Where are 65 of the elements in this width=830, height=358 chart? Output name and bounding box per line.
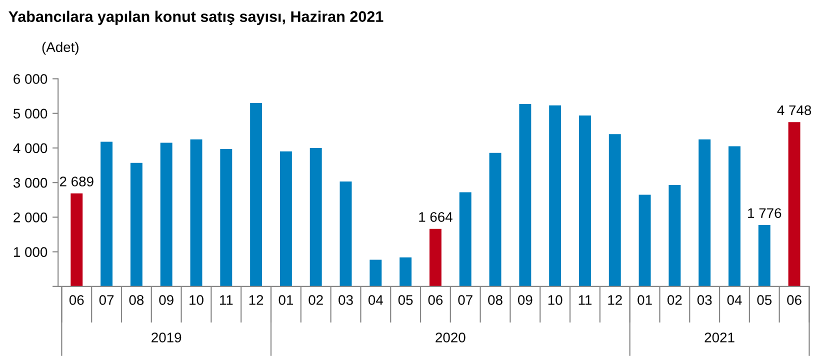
bar <box>758 224 770 286</box>
bar <box>100 142 113 286</box>
x-tick-label: 09 <box>159 295 174 305</box>
x-tick-label: 02 <box>668 295 682 305</box>
bar <box>579 115 591 286</box>
bar <box>489 152 502 286</box>
y-tick-label: 4 000 <box>13 143 48 154</box>
x-tick-label: 05 <box>757 295 772 305</box>
data-label: 1 776 <box>748 208 782 218</box>
x-tick-label: 01 <box>638 295 652 305</box>
text: 2020 <box>436 332 466 342</box>
bar <box>280 151 292 286</box>
bar <box>549 105 562 286</box>
x-tick-label: 06 <box>69 295 84 305</box>
bar <box>459 192 472 286</box>
text: 2021 <box>704 332 734 342</box>
x-tick-label: 06 <box>787 295 802 305</box>
bar <box>788 122 800 286</box>
x-tick-label: 04 <box>727 295 742 305</box>
bar <box>400 257 412 286</box>
x-tick-label: 11 <box>578 295 592 305</box>
bar <box>668 185 681 286</box>
data-label: 4 748 <box>777 105 812 116</box>
chart-title: Yabancılara yapılan konut satış sayısı, Haziran 2021 <box>8 10 384 26</box>
bar <box>310 148 322 286</box>
x-tick-label: 06 <box>428 295 443 305</box>
bar <box>220 149 232 286</box>
x-tick-label: 03 <box>338 295 353 305</box>
x-tick-label: 12 <box>249 295 264 305</box>
bar <box>519 104 532 286</box>
x-tick-label: 11 <box>220 295 233 305</box>
bar <box>340 182 352 286</box>
bar <box>429 228 442 286</box>
x-tick-label: 02 <box>308 295 323 305</box>
bar <box>638 194 651 286</box>
x-tick-label: 10 <box>190 295 204 305</box>
x-tick-label: 07 <box>99 295 114 305</box>
bar <box>608 134 621 286</box>
y-axis-title: (Adet) <box>42 42 78 55</box>
x-tick-label: 03 <box>697 295 712 305</box>
x-tick-label: 10 <box>548 295 562 305</box>
y-tick-label: 3 000 <box>13 178 48 188</box>
x-tick-label: 04 <box>368 295 383 305</box>
data-label: 2 689 <box>60 176 94 186</box>
y-tick-label: 1 000 <box>14 247 48 257</box>
bar <box>370 260 382 286</box>
x-tick-label: 09 <box>518 295 532 305</box>
bar <box>698 139 711 286</box>
x-tick-label: 12 <box>608 295 622 305</box>
bar <box>190 139 202 286</box>
x-tick-label: 01 <box>278 295 294 305</box>
bar <box>70 193 83 286</box>
y-tick-label: 2 000 <box>14 212 48 222</box>
y-tick-label: 6 000 <box>14 74 48 84</box>
x-tick-label: 05 <box>398 295 413 305</box>
x-tick-label: 08 <box>488 295 502 305</box>
bar <box>250 102 262 286</box>
text: 2019 <box>152 332 182 342</box>
bar <box>160 142 172 286</box>
bar <box>728 146 740 286</box>
x-tick-label: 07 <box>458 295 472 305</box>
x-tick-label: 08 <box>129 295 144 305</box>
bar <box>130 162 142 286</box>
y-tick-label: 5 000 <box>13 108 48 119</box>
data-label: 1 664 <box>419 212 452 222</box>
